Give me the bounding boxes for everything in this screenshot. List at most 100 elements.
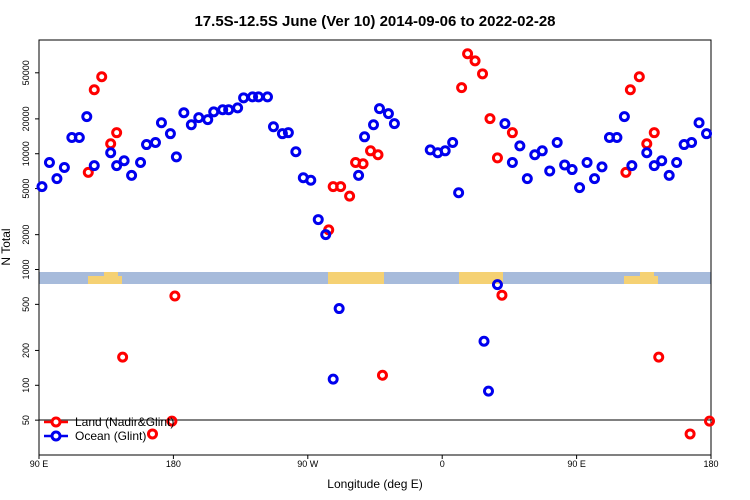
point [447,137,459,149]
point [641,147,653,159]
x-tick-label: 90 E [567,459,586,469]
point [178,107,190,119]
land-patch [328,272,384,284]
point [544,165,556,177]
point [671,156,683,168]
x-tick-label: 90 E [30,459,49,469]
plot-frame [38,39,712,456]
point [247,91,259,103]
point [193,112,205,124]
point [261,91,273,103]
land-patch [104,272,118,276]
x-tick-label: 180 [166,459,181,469]
point [208,106,220,118]
point [620,166,632,178]
y-tick-label: 1000 [21,259,31,279]
point [648,127,660,139]
point [276,128,288,140]
point [357,158,369,170]
point [149,137,161,149]
point [686,137,698,149]
point [514,140,526,152]
point [376,369,388,381]
point [491,279,503,291]
point [478,335,490,347]
point [117,351,129,363]
point [551,137,563,149]
point [81,111,93,123]
point [126,169,138,181]
point [499,118,511,130]
point [170,151,182,163]
x-tick-label: 90 W [297,459,319,469]
point [238,92,250,104]
point [135,156,147,168]
point [111,160,123,172]
point [333,303,345,315]
y-axis-label: N Total [0,228,13,265]
y-tick-label: 50000 [21,60,31,85]
land-patch [640,272,654,276]
legend-text: Ocean (Glint) [75,429,146,443]
point [496,289,508,301]
point [372,149,384,161]
point [624,84,636,96]
point [118,155,130,167]
point [482,385,494,397]
point [626,160,638,172]
point [684,428,696,440]
land-patch [88,276,122,284]
point [388,118,400,130]
point [58,162,70,174]
point [105,138,117,150]
point [453,187,465,199]
point [43,156,55,168]
point [368,119,380,131]
point [36,181,48,193]
point [185,119,197,131]
point [359,131,371,143]
legend-text: Land (Nadir&Glint) [75,415,174,429]
land-patch [459,272,503,284]
y-tick-label: 5000 [21,179,31,199]
point [320,229,332,241]
y-tick-label: 20000 [21,106,31,131]
point [96,71,108,83]
point [111,127,123,139]
point [155,117,167,129]
point [704,415,716,427]
point [618,111,630,123]
point [141,139,153,151]
map-strip [39,272,711,284]
point [656,155,668,167]
point [232,102,244,114]
point [105,147,117,159]
point [82,166,94,178]
point [633,71,645,83]
point [327,373,339,385]
y-tick-label: 2000 [21,225,31,245]
point [456,82,468,94]
point [202,114,214,126]
land-patch [624,276,658,284]
point [223,104,235,116]
point [484,113,496,125]
point [88,84,100,96]
point [88,160,100,172]
point [506,127,518,139]
point [693,117,705,129]
point [506,156,518,168]
legend-marker [50,430,62,442]
point [663,169,675,181]
point [51,173,63,185]
point [589,173,601,185]
point [653,351,665,363]
y-tick-label: 50 [21,415,31,425]
y-tick-label: 500 [21,297,31,312]
point [164,128,176,140]
point [491,152,503,164]
chart-title: 17.5S-12.5S June (Ver 10) 2014-09-06 to … [194,13,555,30]
point [146,428,158,440]
x-tick-label: 0 [440,459,445,469]
point [267,121,279,133]
